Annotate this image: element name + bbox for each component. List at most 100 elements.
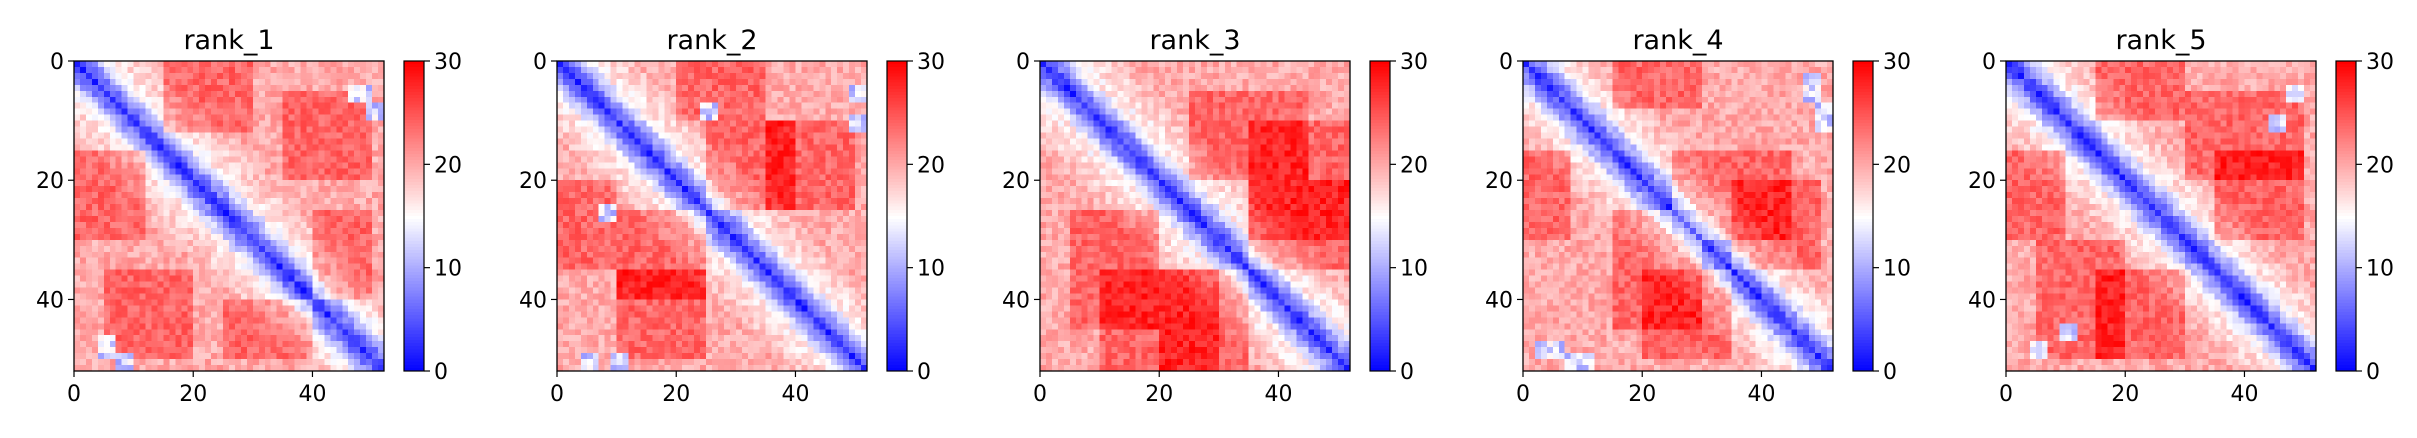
heatmap-cell [270, 335, 278, 342]
heatmap-cell [557, 281, 564, 288]
colorbar-segment [404, 70, 424, 74]
heatmap-cell [372, 287, 379, 294]
heatmap-cell [103, 204, 111, 211]
heatmap-cell [223, 359, 230, 366]
heatmap-cell [562, 257, 570, 265]
heatmap-cell [658, 251, 665, 259]
heatmap-cell [568, 263, 576, 271]
heatmap-cell [181, 120, 188, 127]
heatmap-cell [79, 239, 87, 247]
heatmap-cell [187, 102, 194, 110]
heatmap-cell [199, 245, 206, 253]
heatmap-cell [568, 174, 576, 181]
heatmap-cell [246, 221, 254, 229]
heatmap-cell [205, 275, 212, 282]
heatmap-cell [568, 305, 576, 312]
heatmap-cell [348, 138, 355, 145]
heatmap-cell [133, 66, 140, 74]
heatmap-cell [354, 359, 361, 366]
heatmap-cell [324, 186, 331, 193]
heatmap-cell [74, 221, 81, 229]
heatmap-cell [604, 192, 612, 199]
heatmap-cell [849, 221, 856, 229]
heatmap-cell [676, 120, 683, 127]
heatmap-cell [557, 78, 564, 86]
heatmap-cell [91, 221, 99, 229]
heatmap-cell [706, 162, 713, 169]
heatmap-cell [258, 168, 266, 175]
heatmap-cell [664, 90, 671, 98]
heatmap-cell [831, 186, 838, 193]
colorbar-segment [404, 327, 424, 332]
heatmap-cell [252, 108, 260, 116]
heatmap-cell [199, 239, 206, 247]
heatmap-cell [205, 144, 212, 151]
heatmap-cell [193, 102, 200, 110]
heatmap-cell [723, 61, 731, 68]
heatmap-cell [318, 78, 325, 86]
heatmap-cell [735, 132, 743, 139]
heatmap-cell [109, 353, 117, 360]
heatmap-cell [121, 96, 129, 104]
heatmap-cell [670, 120, 677, 127]
heatmap-cell [801, 150, 808, 157]
heatmap-cell [592, 126, 600, 133]
heatmap-cell [145, 150, 152, 157]
heatmap-cell [717, 257, 725, 265]
heatmap-cell [240, 72, 248, 80]
heatmap-cell [85, 126, 93, 133]
heatmap-cell [348, 329, 355, 336]
heatmap-cell [700, 120, 707, 127]
heatmap-cell [354, 168, 361, 175]
heatmap-cell [306, 216, 313, 223]
heatmap-cell [855, 66, 862, 74]
heatmap-cell [211, 174, 218, 181]
heatmap-cell [706, 239, 713, 247]
heatmap-cell [288, 227, 295, 235]
heatmap-cell [676, 162, 683, 169]
heatmap-cell [223, 156, 230, 163]
heatmap-cell [735, 216, 743, 223]
heatmap-cell [670, 132, 677, 139]
heatmap-cell [318, 90, 325, 98]
heatmap-cell [706, 192, 713, 199]
colorbar-segment [404, 293, 424, 298]
heatmap-cell [765, 150, 773, 157]
heatmap-cell [240, 347, 248, 354]
heatmap-cell [640, 150, 647, 157]
heatmap-cell [652, 221, 659, 229]
heatmap-cell [169, 162, 176, 169]
heatmap-cell [610, 269, 618, 277]
heatmap-cell [807, 120, 814, 127]
heatmap-cell [741, 168, 749, 175]
heatmap-cell [610, 174, 618, 181]
heatmap-cell [85, 287, 93, 294]
heatmap-cell [139, 186, 146, 193]
heatmap-cell [592, 156, 600, 163]
heatmap-cell [646, 132, 653, 139]
heatmap-cell [837, 263, 844, 271]
heatmap-cell [795, 174, 802, 181]
heatmap-cell [109, 329, 117, 336]
heatmap-cell [694, 221, 701, 229]
heatmap-cell [586, 180, 594, 187]
heatmap-cell [342, 341, 349, 348]
heatmap-cell [712, 174, 719, 181]
heatmap-cell [807, 269, 814, 277]
heatmap-cell [765, 84, 773, 92]
heatmap-cell [342, 299, 349, 306]
heatmap-cell [175, 96, 182, 104]
heatmap-cell [348, 204, 355, 211]
heatmap-cell [807, 61, 814, 68]
heatmap-cell [163, 233, 170, 241]
heatmap-cell [580, 216, 588, 223]
heatmap-cell [258, 198, 266, 205]
heatmap-cell [652, 299, 659, 306]
heatmap-cell [562, 150, 570, 157]
heatmap-cell [366, 102, 373, 110]
heatmap-cell [789, 90, 796, 98]
heatmap-cell [79, 102, 87, 110]
heatmap-cell [747, 299, 755, 306]
heatmap-cell [163, 61, 170, 68]
heatmap-cell [163, 365, 170, 372]
